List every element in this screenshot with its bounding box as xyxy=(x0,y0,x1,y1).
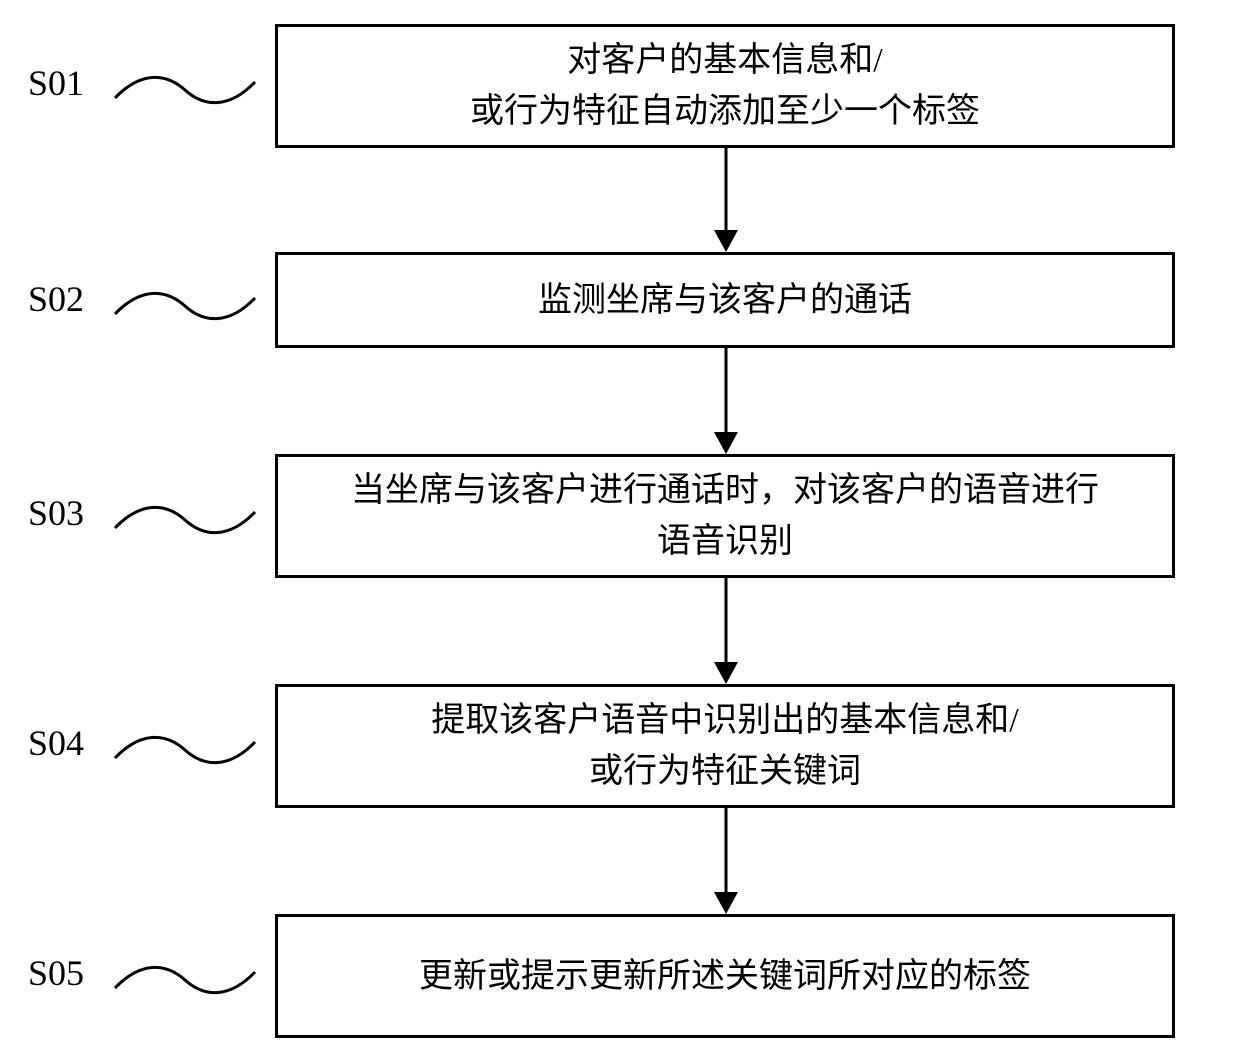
flowchart-canvas: S01 对客户的基本信息和/或行为特征自动添加至少一个标签 S02 监测坐席与该客户的… xyxy=(0,0,1239,1064)
step-text-line2: 或行为特征自动添加至少一个标签 xyxy=(470,86,980,137)
arrow-down xyxy=(725,578,727,684)
step-text: 对客户的基本信息和/或行为特征自动添加至少一个标签 xyxy=(470,35,980,137)
tilde-connector xyxy=(110,70,260,110)
step-label-s01: S01 xyxy=(28,62,84,104)
step-text-line1: 监测坐席与该客户的通话 xyxy=(538,275,912,326)
step-box-s03: 当坐席与该客户进行通话时，对该客户的语音进行语音识别 xyxy=(275,454,1175,578)
step-label-s02: S02 xyxy=(28,278,84,320)
step-text-line1: 当坐席与该客户进行通话时，对该客户的语音进行 xyxy=(351,465,1099,516)
step-label-s03: S03 xyxy=(28,492,84,534)
step-box-s05: 更新或提示更新所述关键词所对应的标签 xyxy=(275,914,1175,1038)
step-box-s01: 对客户的基本信息和/或行为特征自动添加至少一个标签 xyxy=(275,24,1175,148)
step-text: 提取该客户语音中识别出的基本信息和/或行为特征关键词 xyxy=(431,695,1018,797)
arrow-head-icon xyxy=(714,892,738,914)
arrow-head-icon xyxy=(714,662,738,684)
step-text-line1: 对客户的基本信息和/ xyxy=(470,35,980,86)
arrow-down xyxy=(725,148,727,252)
step-box-s04: 提取该客户语音中识别出的基本信息和/或行为特征关键词 xyxy=(275,684,1175,808)
arrow-line xyxy=(725,808,728,894)
step-label-s04: S04 xyxy=(28,722,84,764)
arrow-line xyxy=(725,348,728,434)
arrow-line xyxy=(725,148,728,232)
tilde-connector xyxy=(110,286,260,326)
step-text-line1: 更新或提示更新所述关键词所对应的标签 xyxy=(419,951,1031,1002)
arrow-line xyxy=(725,578,728,664)
tilde-connector xyxy=(110,730,260,770)
arrow-head-icon xyxy=(714,432,738,454)
tilde-connector xyxy=(110,500,260,540)
step-text-line1: 提取该客户语音中识别出的基本信息和/ xyxy=(431,695,1018,746)
step-text: 更新或提示更新所述关键词所对应的标签 xyxy=(419,951,1031,1002)
step-box-s02: 监测坐席与该客户的通话 xyxy=(275,252,1175,348)
tilde-connector xyxy=(110,960,260,1000)
step-text: 当坐席与该客户进行通话时，对该客户的语音进行语音识别 xyxy=(351,465,1099,567)
step-text: 监测坐席与该客户的通话 xyxy=(538,275,912,326)
arrow-down xyxy=(725,808,727,914)
step-text-line2: 或行为特征关键词 xyxy=(431,746,1018,797)
step-text-line2: 语音识别 xyxy=(351,516,1099,567)
arrow-head-icon xyxy=(714,230,738,252)
arrow-down xyxy=(725,348,727,454)
step-label-s05: S05 xyxy=(28,952,84,994)
